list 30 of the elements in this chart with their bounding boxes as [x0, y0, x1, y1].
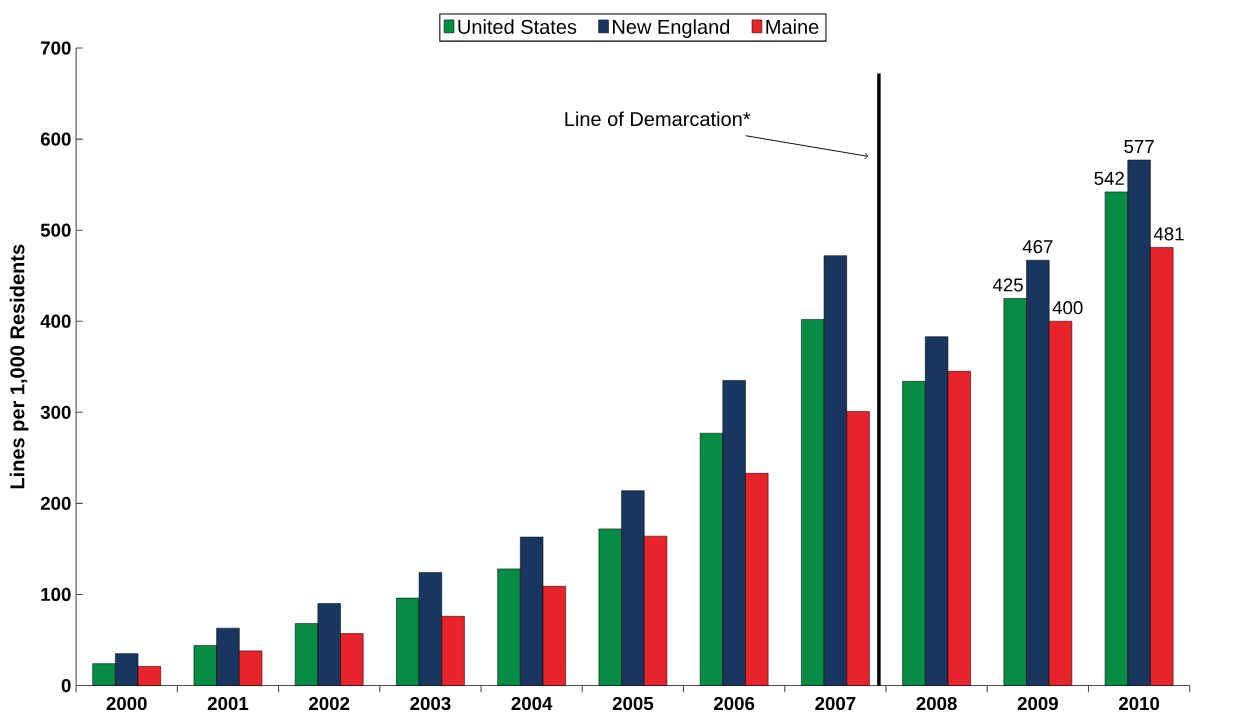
- legend-label: Maine: [766, 19, 819, 35]
- data-label: 542: [1094, 171, 1124, 186]
- x-tick-label: 2001: [207, 696, 249, 711]
- y-tick-label: 400: [40, 314, 71, 328]
- x-tick-label: 2007: [815, 696, 856, 711]
- data-label: 425: [992, 278, 1023, 292]
- x-tick-label: 2009: [1017, 696, 1058, 711]
- data-label: 467: [1022, 240, 1053, 254]
- y-tick-label: 600: [40, 132, 71, 146]
- legend-label: New England: [613, 19, 730, 38]
- x-tick-label: 2003: [410, 696, 451, 711]
- annotation: Line of Demarcation*: [565, 111, 751, 127]
- y-tick-label: 100: [41, 587, 71, 602]
- x-tick-label: 2010: [1118, 696, 1160, 711]
- y-tick-label: 500: [40, 223, 71, 237]
- data-label: 481: [1153, 227, 1184, 241]
- x-tick-label: 2008: [916, 696, 957, 711]
- x-tick-label: 2005: [612, 696, 654, 711]
- x-tick-label: 2002: [309, 696, 350, 711]
- y-tick-label: 0: [61, 678, 71, 693]
- x-tick-label: 2000: [106, 696, 147, 711]
- data-label: 577: [1124, 140, 1154, 154]
- legend-label: United States: [458, 19, 577, 35]
- x-tick-label: 2004: [511, 696, 553, 711]
- x-tick-label: 2006: [714, 696, 755, 711]
- y-tick-label: 700: [41, 41, 71, 55]
- y-axis-title: Lines per 1,000 Residents: [9, 244, 29, 489]
- data-label: 400: [1052, 301, 1083, 315]
- y-tick-label: 300: [40, 405, 71, 419]
- y-tick-label: 200: [40, 496, 71, 511]
